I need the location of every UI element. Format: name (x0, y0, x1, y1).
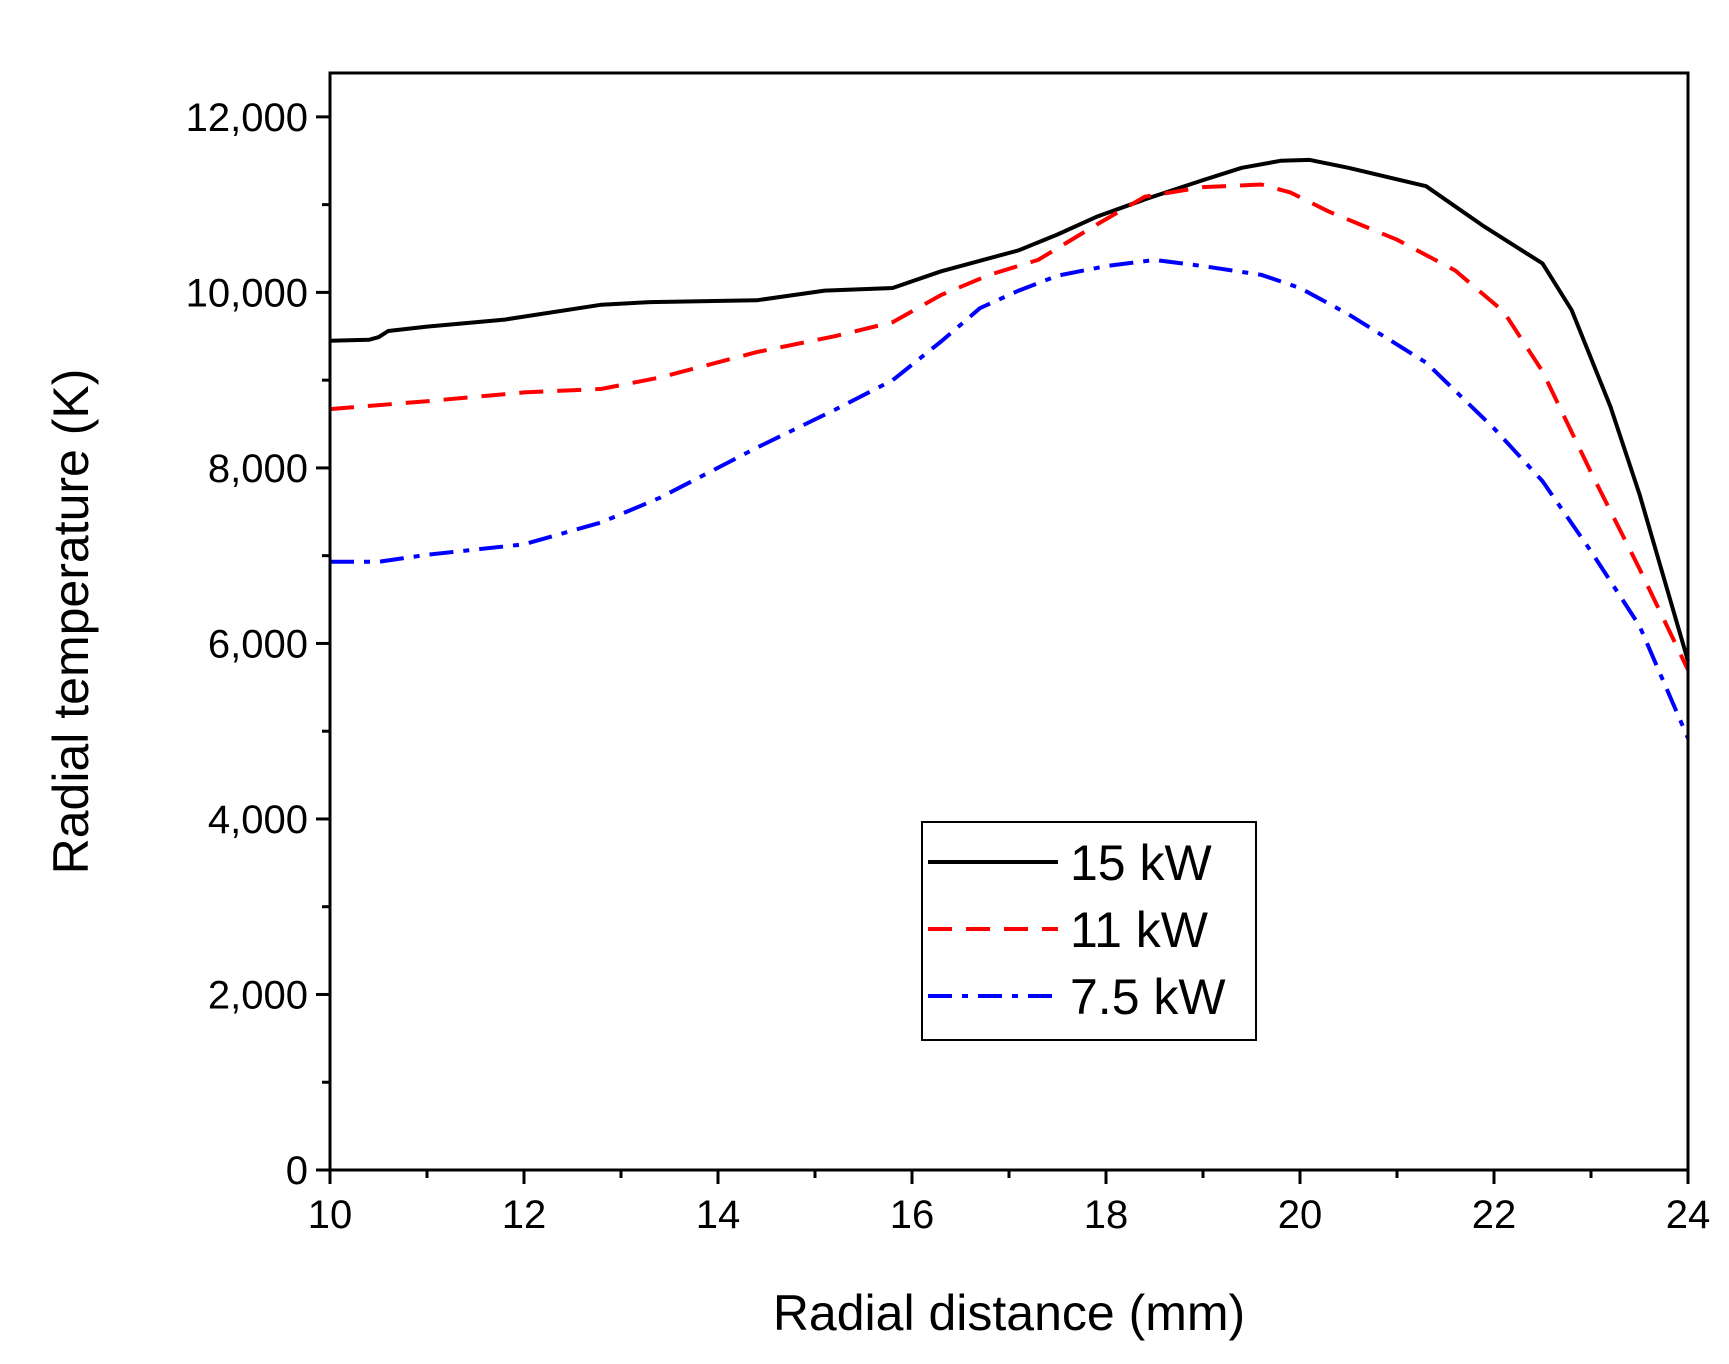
series-line-15-kw (329, 157, 1690, 662)
legend-label-7-5kw: 7.5 kW (1070, 969, 1226, 1025)
legend: 15 kW 11 kW 7.5 kW (921, 821, 1257, 1041)
y-tick-label: 4,000 (208, 798, 308, 842)
x-tick-label: 20 (1278, 1193, 1323, 1237)
x-tick-label: 14 (696, 1193, 741, 1237)
y-axis-title: Radial temperature (K) (43, 369, 99, 875)
y-tick-label: 10,000 (186, 271, 308, 315)
y-axis-ticks: 0 2,000 4,000 6,000 8,000 10,000 12,000 (186, 96, 330, 1193)
y-tick-label: 8,000 (208, 447, 308, 491)
x-axis-title: Radial distance (mm) (773, 1285, 1245, 1341)
y-tick-label: 2,000 (208, 973, 308, 1017)
series-line-11-kw (329, 182, 1690, 671)
x-tick-label: 24 (1666, 1193, 1711, 1237)
x-tick-label: 16 (890, 1193, 935, 1237)
x-tick-label: 22 (1472, 1193, 1517, 1237)
legend-label-11kw: 11 kW (1070, 902, 1209, 958)
plot-area-frame (328, 71, 1690, 1172)
x-tick-label: 12 (502, 1193, 547, 1237)
y-tick-label: 6,000 (208, 622, 308, 666)
series-line-7-5-kw (330, 257, 1690, 739)
x-axis-ticks: 10 12 14 16 18 20 22 24 (308, 1170, 1711, 1237)
series-layer (329, 157, 1690, 739)
x-tick-label: 18 (1084, 1193, 1129, 1237)
legend-label-15kw: 15 kW (1070, 835, 1213, 891)
y-tick-label: 12,000 (186, 96, 308, 140)
y-tick-label: 0 (286, 1149, 308, 1193)
x-tick-label: 10 (308, 1193, 353, 1237)
